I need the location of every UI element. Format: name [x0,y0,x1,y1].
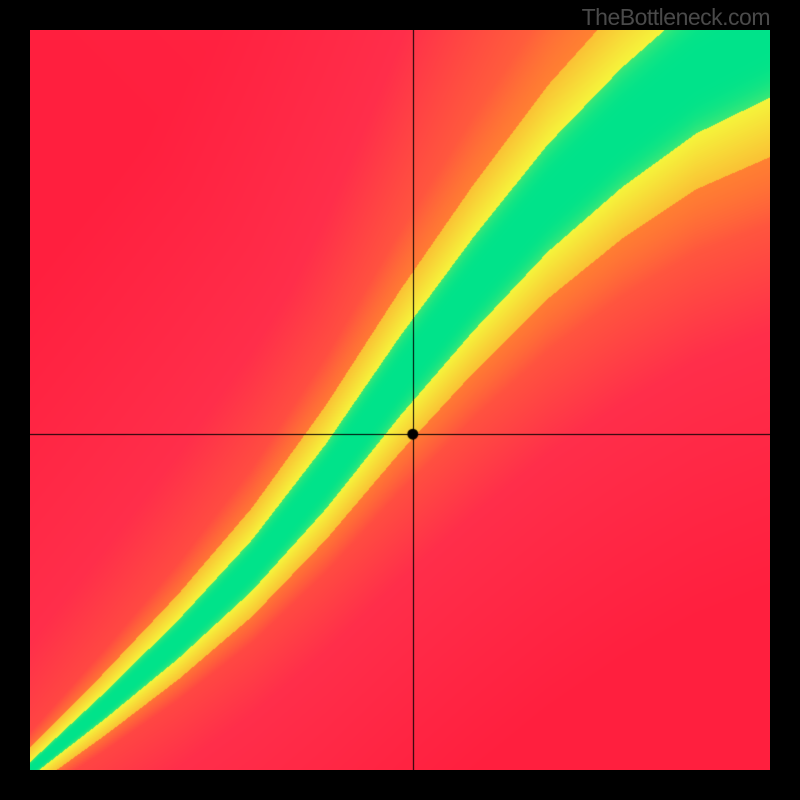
watermark-text: TheBottleneck.com [582,4,770,31]
chart-container: TheBottleneck.com [0,0,800,800]
bottleneck-heatmap [30,30,770,770]
